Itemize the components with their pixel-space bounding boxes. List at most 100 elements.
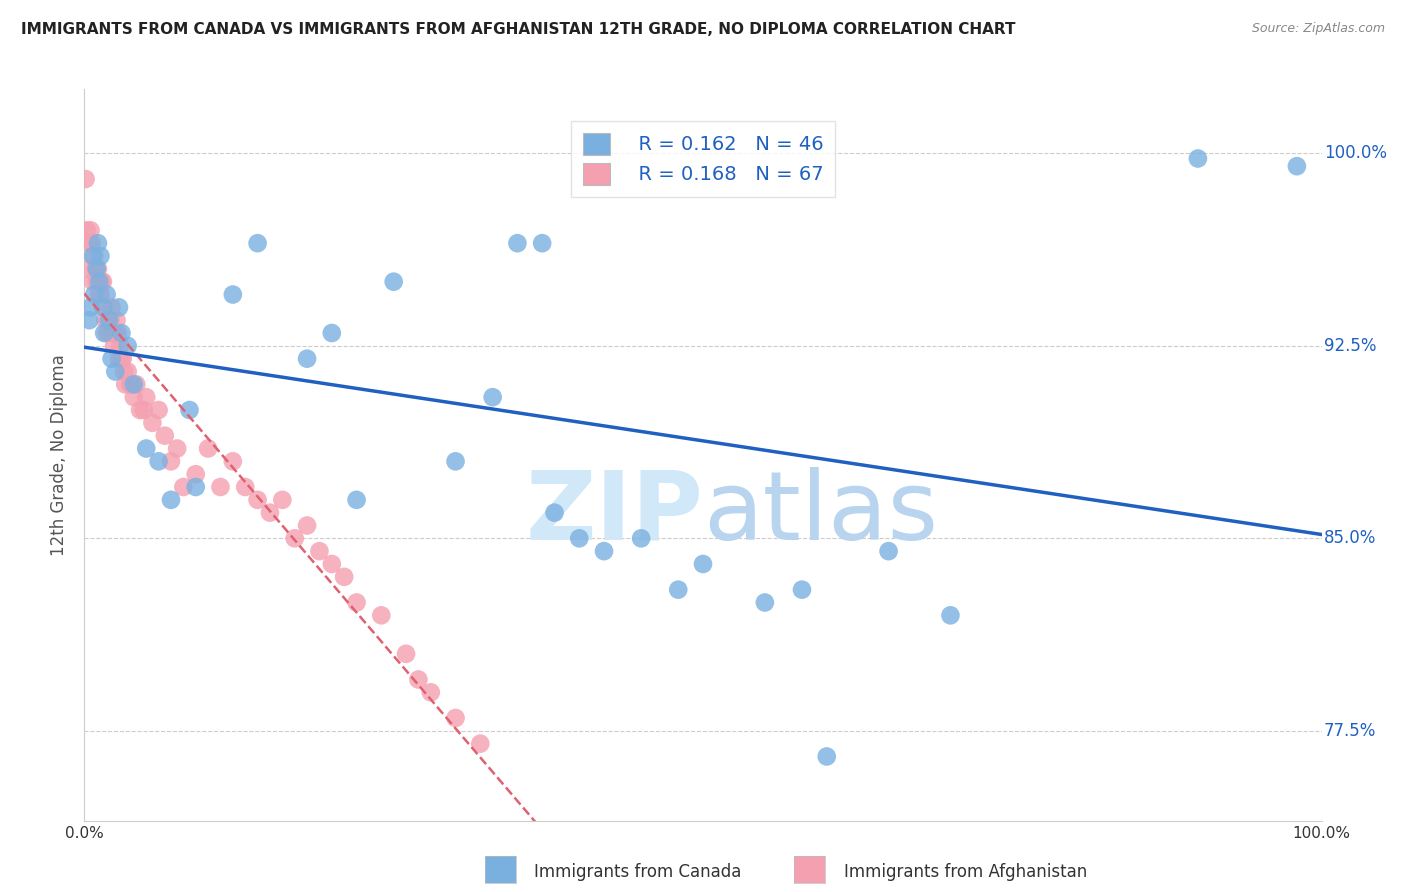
Point: [160, 454, 183, 468]
Point: [110, 351, 132, 366]
Point: [333, 570, 356, 584]
Point: [395, 647, 418, 661]
Point: [506, 236, 529, 251]
Point: [346, 595, 368, 609]
Point: [112, 364, 135, 378]
Text: 92.5%: 92.5%: [1324, 337, 1376, 355]
Point: [89, 249, 111, 263]
Point: [79, 236, 101, 251]
Point: [87, 261, 110, 276]
Point: [98, 313, 121, 327]
Point: [153, 428, 176, 442]
Point: [104, 326, 127, 340]
Point: [754, 595, 776, 609]
Point: [470, 737, 492, 751]
Point: [939, 608, 962, 623]
Text: ZIP: ZIP: [524, 467, 703, 560]
Point: [346, 492, 368, 507]
Text: Source: ZipAtlas.com: Source: ZipAtlas.com: [1251, 22, 1385, 36]
Point: [129, 403, 152, 417]
Point: [184, 480, 207, 494]
Point: [877, 544, 900, 558]
Text: 100.0%: 100.0%: [1324, 145, 1388, 162]
Legend:   R = 0.162   N = 46,   R = 0.168   N = 67: R = 0.162 N = 46, R = 0.168 N = 67: [571, 120, 835, 197]
Point: [100, 351, 122, 366]
Point: [246, 236, 269, 251]
Point: [83, 249, 105, 263]
Point: [444, 711, 467, 725]
Point: [79, 313, 101, 327]
Point: [122, 377, 145, 392]
Point: [815, 749, 838, 764]
Point: [481, 390, 503, 404]
Point: [370, 608, 392, 623]
Point: [141, 416, 163, 430]
Point: [132, 403, 155, 417]
Point: [105, 313, 128, 327]
Point: [97, 313, 120, 327]
Point: [94, 313, 117, 327]
Point: [107, 326, 129, 340]
Point: [120, 377, 142, 392]
Point: [321, 326, 343, 340]
Point: [543, 506, 565, 520]
Point: [82, 275, 104, 289]
Point: [79, 301, 101, 315]
Text: atlas: atlas: [703, 467, 938, 560]
Point: [630, 532, 652, 546]
Point: [89, 287, 111, 301]
Point: [321, 557, 343, 571]
Point: [103, 339, 125, 353]
Text: 85.0%: 85.0%: [1324, 529, 1376, 548]
Y-axis label: 12th Grade, No Diploma: 12th Grade, No Diploma: [51, 354, 69, 556]
Point: [93, 301, 115, 315]
Point: [98, 326, 121, 340]
Point: [222, 454, 245, 468]
Point: [160, 492, 183, 507]
Point: [246, 492, 269, 507]
Point: [80, 236, 103, 251]
Point: [101, 326, 124, 340]
Point: [284, 532, 307, 546]
Point: [111, 351, 134, 366]
Point: [83, 287, 105, 301]
Point: [117, 364, 139, 378]
Point: [172, 480, 194, 494]
Point: [259, 506, 281, 520]
Point: [179, 403, 201, 417]
Point: [135, 390, 157, 404]
Text: 77.5%: 77.5%: [1324, 722, 1376, 739]
Point: [86, 275, 108, 289]
Point: [93, 326, 115, 340]
Text: IMMIGRANTS FROM CANADA VS IMMIGRANTS FROM AFGHANISTAN 12TH GRADE, NO DIPLOMA COR: IMMIGRANTS FROM CANADA VS IMMIGRANTS FRO…: [21, 22, 1015, 37]
Point: [114, 377, 136, 392]
Point: [692, 557, 714, 571]
Point: [271, 492, 294, 507]
Point: [79, 223, 101, 237]
Point: [96, 326, 118, 340]
Point: [125, 377, 148, 392]
Point: [110, 339, 132, 353]
Point: [148, 403, 170, 417]
Point: [568, 532, 591, 546]
Point: [122, 390, 145, 404]
Point: [96, 287, 118, 301]
Point: [84, 261, 107, 276]
Point: [184, 467, 207, 482]
Point: [117, 339, 139, 353]
Point: [295, 518, 318, 533]
Point: [108, 351, 131, 366]
Point: [790, 582, 813, 597]
Text: Immigrants from Afghanistan: Immigrants from Afghanistan: [844, 863, 1087, 881]
Point: [166, 442, 188, 456]
Point: [89, 275, 111, 289]
Point: [77, 261, 100, 276]
Point: [75, 172, 97, 186]
Text: Immigrants from Canada: Immigrants from Canada: [534, 863, 741, 881]
Point: [100, 301, 122, 315]
Point: [222, 287, 245, 301]
Point: [108, 301, 131, 315]
Point: [666, 582, 689, 597]
Point: [1285, 159, 1308, 173]
Point: [104, 364, 127, 378]
